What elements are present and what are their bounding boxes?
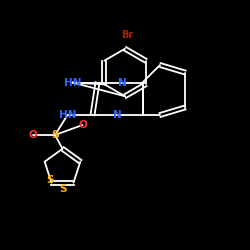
Text: HN: HN: [64, 78, 81, 88]
Text: S: S: [51, 130, 59, 140]
Text: N: N: [118, 78, 127, 88]
Text: HN: HN: [59, 110, 76, 120]
Text: N: N: [113, 110, 122, 120]
Text: O: O: [78, 120, 87, 130]
Text: S: S: [46, 175, 54, 185]
Text: Br: Br: [122, 30, 134, 40]
Text: S: S: [59, 184, 66, 194]
Text: O: O: [28, 130, 37, 140]
